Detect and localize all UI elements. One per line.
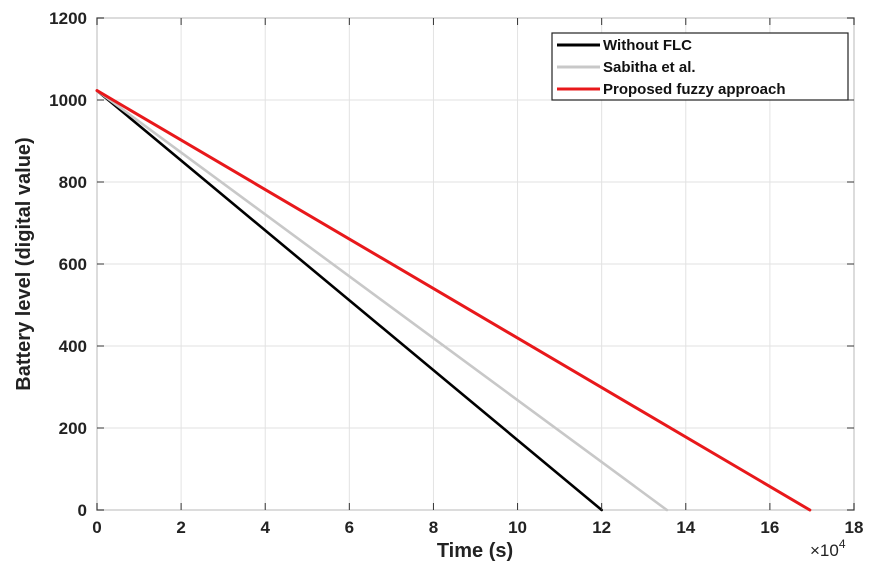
x-axis-multiplier-base: ×10 — [810, 541, 839, 560]
x-tick-label: 0 — [92, 518, 101, 537]
x-tick-label: 14 — [676, 518, 695, 537]
y-tick-label: 400 — [59, 337, 87, 356]
y-tick-label: 1000 — [49, 91, 87, 110]
y-tick-label: 200 — [59, 419, 87, 438]
y-tick-label: 600 — [59, 255, 87, 274]
legend-label-proposed: Proposed fuzzy approach — [603, 81, 786, 98]
x-axis-label: Time (s) — [437, 540, 513, 562]
x-tick-label: 10 — [508, 518, 527, 537]
legend: Without FLC Sabitha et al. Proposed fuzz… — [551, 32, 849, 101]
x-tick-label: 12 — [592, 518, 611, 537]
x-tick-label: 8 — [429, 518, 438, 537]
y-tick-label: 0 — [78, 501, 87, 520]
legend-label-without-flc: Without FLC — [603, 37, 692, 54]
x-tick-label: 4 — [260, 518, 270, 537]
y-tick-label: 1200 — [49, 9, 87, 28]
y-axis-label: Battery level (digital value) — [13, 137, 35, 390]
series-line-sabitha — [95, 89, 669, 512]
x-tick-label: 16 — [760, 518, 779, 537]
legend-label-sabitha: Sabitha et al. — [603, 59, 696, 76]
series-line-proposed — [95, 89, 812, 512]
tick-labels: 0 2 4 6 8 10 12 14 16 18 0 200 400 600 800 1000 1200 — [49, 9, 863, 537]
x-tick-label: 2 — [176, 518, 185, 537]
x-axis-multiplier: ×104 — [810, 537, 846, 560]
y-tick-label: 800 — [59, 173, 87, 192]
axis-ticks — [96, 17, 855, 511]
x-tick-label: 18 — [845, 518, 864, 537]
series-lines — [95, 89, 812, 512]
x-axis-multiplier-exponent: 4 — [839, 537, 846, 551]
series-line-without-flc — [95, 89, 603, 512]
legend-box — [551, 32, 849, 101]
x-tick-label: 6 — [345, 518, 354, 537]
